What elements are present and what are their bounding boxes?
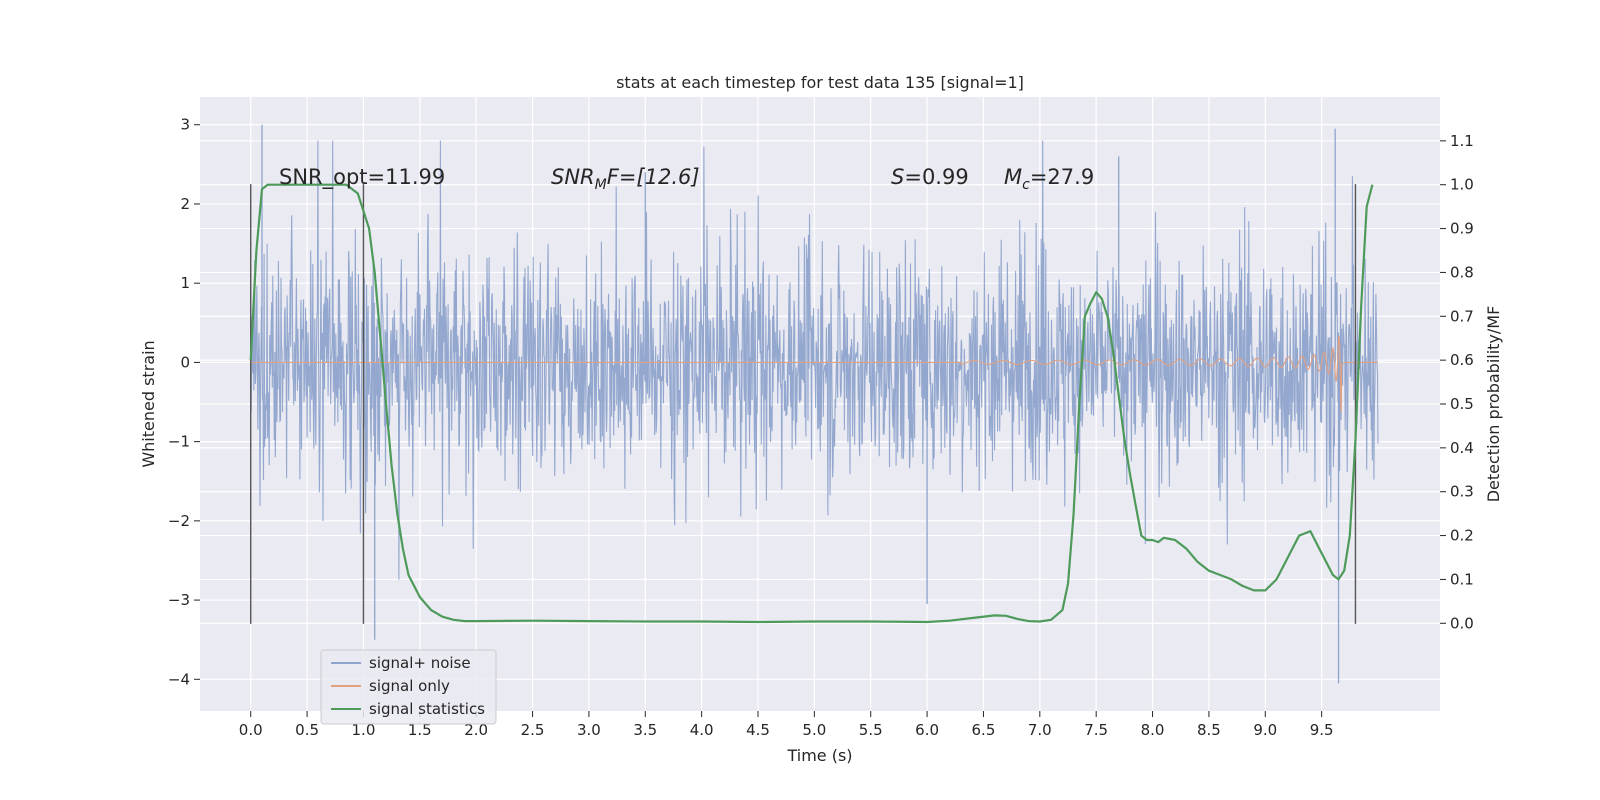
legend-label-signal-only: signal only [369,677,450,695]
mc-rest: =27.9 [1030,165,1094,189]
noise-trace [250,140,1379,580]
annotation-snr-mf: SNRMF=[12.6] [551,165,700,193]
x-tick-label: 0.0 [239,721,263,739]
legend-box [320,649,497,725]
legend: signal+ noise signal only signal statist… [320,649,497,725]
snr-mf-f: F=[12.6] [607,165,700,189]
legend-label-signal-statistics: signal statistics [369,700,485,718]
statistics-line [249,183,1374,624]
y2-tick-label: 1.0 [1450,176,1474,194]
y-tick-label: −1 [168,433,190,451]
mc-var: M [1004,165,1022,189]
x-tick-label: 4.5 [746,721,770,739]
x-axis-ticks: 0.0 0.5 1.0 1.5 2.0 2.5 3.0 3.5 4.0 4.5 5.0 5.5 6.0 6… [239,711,1334,739]
y2-tick-label: 0.4 [1450,439,1474,457]
x-axis-label: Time (s) [786,746,852,765]
x-tick-label: 0.5 [295,721,319,739]
y2-tick-label: 0.9 [1450,220,1474,238]
snr-mf-sub: M [595,177,607,193]
annotation-snr-opt: SNR_opt=11.99 [279,165,445,190]
x-tick-label: 1.5 [408,721,432,739]
chirp-trace [250,336,1378,413]
x-tick-label: 2.5 [521,721,545,739]
x-tick-label: 3.5 [633,721,657,739]
x-tick-label: 5.0 [802,721,826,739]
y2-tick-label: 0.3 [1450,483,1474,501]
x-tick-label: 5.5 [859,721,883,739]
x-tick-label: 9.0 [1253,721,1277,739]
chart-title: stats at each timestep for test data 135… [616,73,1024,92]
mc-sub: c [1022,177,1030,193]
x-tick-label: 6.0 [915,721,939,739]
signal-noise-series [250,124,1379,684]
x-tick-label: 3.0 [577,721,601,739]
y2-tick-label: 0.6 [1450,351,1474,369]
y2-tick-label: 0.1 [1450,570,1474,588]
x-tick-label: 7.5 [1084,721,1108,739]
y-axis-label: Whitened strain [139,340,158,467]
x-tick-label: 1.0 [352,721,376,739]
y-tick-label: 0 [180,353,190,371]
y2-tick-label: 0.0 [1450,614,1474,632]
s-rest: =0.99 [904,165,968,189]
snr-mf-rest: F=[12.6] [607,165,700,189]
y-tick-label: −3 [168,591,190,609]
x-tick-label: 4.0 [690,721,714,739]
s-var: S [891,165,904,189]
legend-label-signal-noise: signal+ noise [369,654,471,672]
y2-tick-label: 0.5 [1450,395,1474,413]
signal-statistics-series [249,183,1374,624]
y2-axis-label: Detection probability/MF [1484,306,1503,503]
signal-only-series [250,336,1378,413]
vertical-markers [250,184,1357,624]
y2-axis-ticks: 0.0 0.1 0.2 0.3 0.4 0.5 0.6 0.7 0.8 0.9 1.0 1.1 [1440,132,1474,632]
y-tick-label: 2 [180,195,190,213]
annotation-mc: Mc=27.9 [1004,165,1094,193]
x-tick-label: 9.5 [1310,721,1334,739]
x-tick-label: 7.0 [1028,721,1052,739]
y2-tick-label: 0.8 [1450,263,1474,281]
y2-tick-label: 0.2 [1450,527,1474,545]
x-tick-label: 8.5 [1197,721,1221,739]
y2-tick-label: 0.7 [1450,307,1474,325]
x-tick-label: 2.0 [464,721,488,739]
y-tick-label: 3 [180,116,190,134]
y-tick-label: −4 [168,670,190,688]
snr-mf-base: SNR [551,165,595,189]
y-tick-label: −2 [168,512,190,530]
y2-tick-label: 1.1 [1450,132,1474,150]
annotation-s: S=0.99 [891,165,969,189]
y-tick-label: 1 [180,274,190,292]
x-tick-label: 6.5 [972,721,996,739]
y-axis-ticks: −4 −3 −2 −1 0 1 2 3 [168,116,200,688]
x-tick-label: 8.0 [1141,721,1165,739]
